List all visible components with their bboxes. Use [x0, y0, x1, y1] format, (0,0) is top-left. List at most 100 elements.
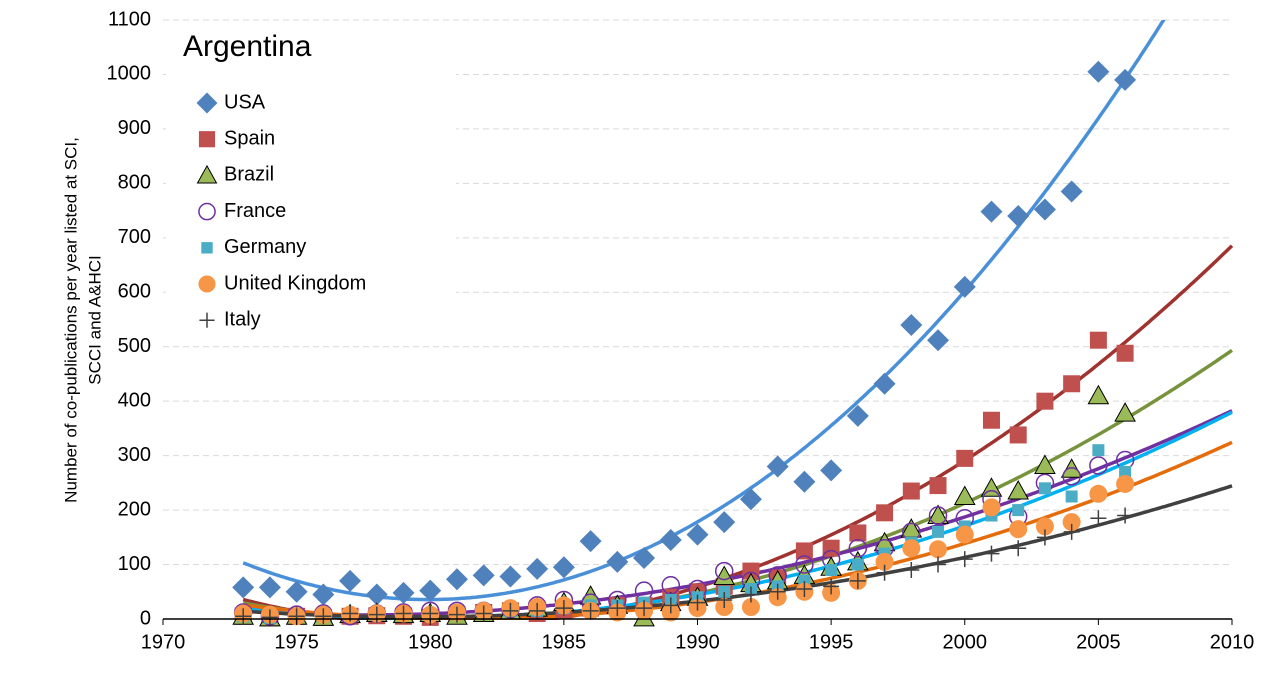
point — [930, 556, 947, 573]
point — [742, 562, 760, 580]
point — [472, 564, 495, 587]
x-tick-label: 1985 — [542, 631, 587, 653]
y-tick-label: 1000 — [107, 63, 152, 85]
legend-marker — [196, 92, 218, 114]
point — [609, 600, 626, 617]
legend-label: Brazil — [224, 164, 274, 186]
y-tick-label: 400 — [118, 389, 151, 411]
point — [1089, 456, 1108, 475]
point — [716, 591, 733, 608]
y-tick-label: 800 — [118, 172, 151, 194]
point — [258, 576, 281, 599]
point — [633, 547, 656, 570]
point — [796, 581, 813, 598]
legend-label: USA — [224, 91, 266, 113]
point — [741, 598, 760, 617]
point — [849, 524, 867, 542]
point — [235, 608, 252, 625]
y-tick-label: 300 — [118, 444, 151, 466]
point — [929, 477, 947, 495]
point — [634, 581, 654, 600]
legend-label: France — [224, 200, 286, 222]
point — [795, 555, 814, 574]
point — [686, 523, 709, 546]
point — [1034, 454, 1056, 474]
x-tick-label: 2010 — [1210, 631, 1255, 653]
y-tick-label: 0 — [140, 607, 151, 629]
point — [739, 488, 762, 511]
point — [1087, 60, 1110, 83]
point — [1060, 180, 1083, 203]
point — [1012, 504, 1025, 517]
point — [392, 581, 415, 604]
point — [956, 551, 973, 568]
point — [876, 564, 893, 581]
point — [903, 561, 920, 578]
y-axis-label: SCCI and A&HCI — [85, 255, 104, 384]
point — [955, 525, 974, 544]
point — [1036, 529, 1053, 546]
y-tick-label: 100 — [118, 553, 151, 575]
point — [579, 530, 602, 553]
point — [742, 586, 759, 603]
point — [261, 609, 278, 626]
point — [1036, 392, 1054, 410]
point — [900, 313, 923, 336]
legend-marker — [199, 312, 215, 328]
point — [1038, 482, 1051, 495]
point — [982, 498, 1001, 517]
point — [956, 449, 974, 467]
legend-marker — [198, 275, 216, 293]
point — [825, 563, 838, 576]
point — [769, 583, 786, 600]
point — [232, 576, 255, 599]
point — [846, 404, 869, 427]
point — [927, 329, 950, 352]
point — [659, 529, 682, 552]
legend: USA Spain Brazil France Germany United Kingdo… — [196, 91, 366, 330]
point — [1007, 205, 1030, 228]
chart-title: Argentina — [183, 30, 312, 63]
y-axis-label: Number of co-publications per year liste… — [61, 137, 80, 503]
point — [1033, 198, 1056, 221]
point — [876, 504, 894, 522]
point — [766, 455, 789, 478]
point — [445, 568, 468, 591]
y-tick-label: 900 — [118, 117, 151, 139]
point — [526, 557, 549, 580]
point — [339, 569, 362, 592]
point — [502, 602, 519, 619]
x-tick-label: 1995 — [809, 631, 854, 653]
point — [822, 539, 840, 557]
point — [1117, 507, 1134, 524]
point — [953, 275, 976, 298]
x-tick-label: 1980 — [408, 631, 453, 653]
point — [953, 485, 976, 505]
legend-marker — [198, 202, 216, 221]
point — [902, 539, 921, 558]
x-tick-label: 1970 — [141, 631, 186, 653]
point — [1114, 402, 1136, 422]
point — [932, 525, 945, 538]
point — [820, 459, 843, 482]
y-tick-label: 700 — [118, 226, 151, 248]
point — [1089, 331, 1107, 349]
point — [795, 542, 813, 560]
point — [1010, 540, 1027, 557]
point — [793, 470, 816, 493]
point — [851, 558, 864, 571]
point — [714, 561, 734, 581]
point — [606, 550, 629, 573]
point — [823, 578, 840, 595]
point — [582, 602, 599, 619]
y-tick-label: 500 — [118, 335, 151, 357]
point — [552, 556, 575, 579]
y-tick-label: 1100 — [108, 8, 151, 30]
x-tick-label: 1990 — [675, 631, 720, 653]
trendline — [242, 348, 1233, 620]
x-tick-label: 1975 — [274, 631, 319, 653]
point — [499, 565, 522, 588]
point — [419, 579, 442, 602]
point — [1063, 523, 1080, 540]
point — [718, 585, 731, 598]
